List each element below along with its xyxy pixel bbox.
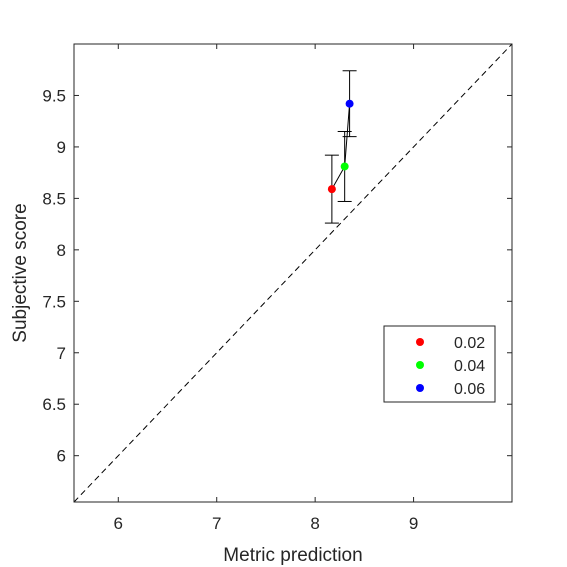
x-tick-label: 6 xyxy=(114,514,123,533)
data-point-0.04 xyxy=(340,162,349,171)
y-tick-label: 6 xyxy=(57,447,66,466)
identity-reference-line xyxy=(73,43,513,503)
legend-box xyxy=(383,325,496,403)
legend-marker xyxy=(416,338,424,346)
y-axis-label: Subjective score xyxy=(10,203,31,342)
y-tick-labels: 6 6.5 7 7.5 8 8.5 9 9.5 xyxy=(42,86,66,465)
data-point-0.02 xyxy=(327,185,336,194)
y-tick-label: 7 xyxy=(57,344,66,363)
legend-marker xyxy=(416,361,424,369)
x-axis-label: Metric prediction xyxy=(223,545,362,566)
y-tick-label: 6.5 xyxy=(42,395,66,414)
y-tick-label: 9 xyxy=(57,138,66,157)
x-tick-labels: 6 7 8 9 xyxy=(114,514,419,533)
data-point-0.06 xyxy=(345,99,354,108)
y-tick-label: 8.5 xyxy=(42,189,66,208)
x-tick-label: 8 xyxy=(310,514,319,533)
x-tick-label: 7 xyxy=(212,514,221,533)
legend-label: 0.06 xyxy=(454,381,485,398)
y-tick-label: 8 xyxy=(57,241,66,260)
legend: 0.02 0.04 0.06 xyxy=(383,325,496,403)
data-points xyxy=(327,99,354,194)
axis-ticks xyxy=(74,44,512,502)
axes-frame xyxy=(73,43,513,503)
legend-marker xyxy=(416,384,424,392)
x-tick-label: 9 xyxy=(409,514,418,533)
y-tick-label: 9.5 xyxy=(42,86,66,105)
legend-label: 0.04 xyxy=(454,358,485,375)
y-tick-label: 7.5 xyxy=(42,292,66,311)
legend-label: 0.02 xyxy=(454,335,485,352)
